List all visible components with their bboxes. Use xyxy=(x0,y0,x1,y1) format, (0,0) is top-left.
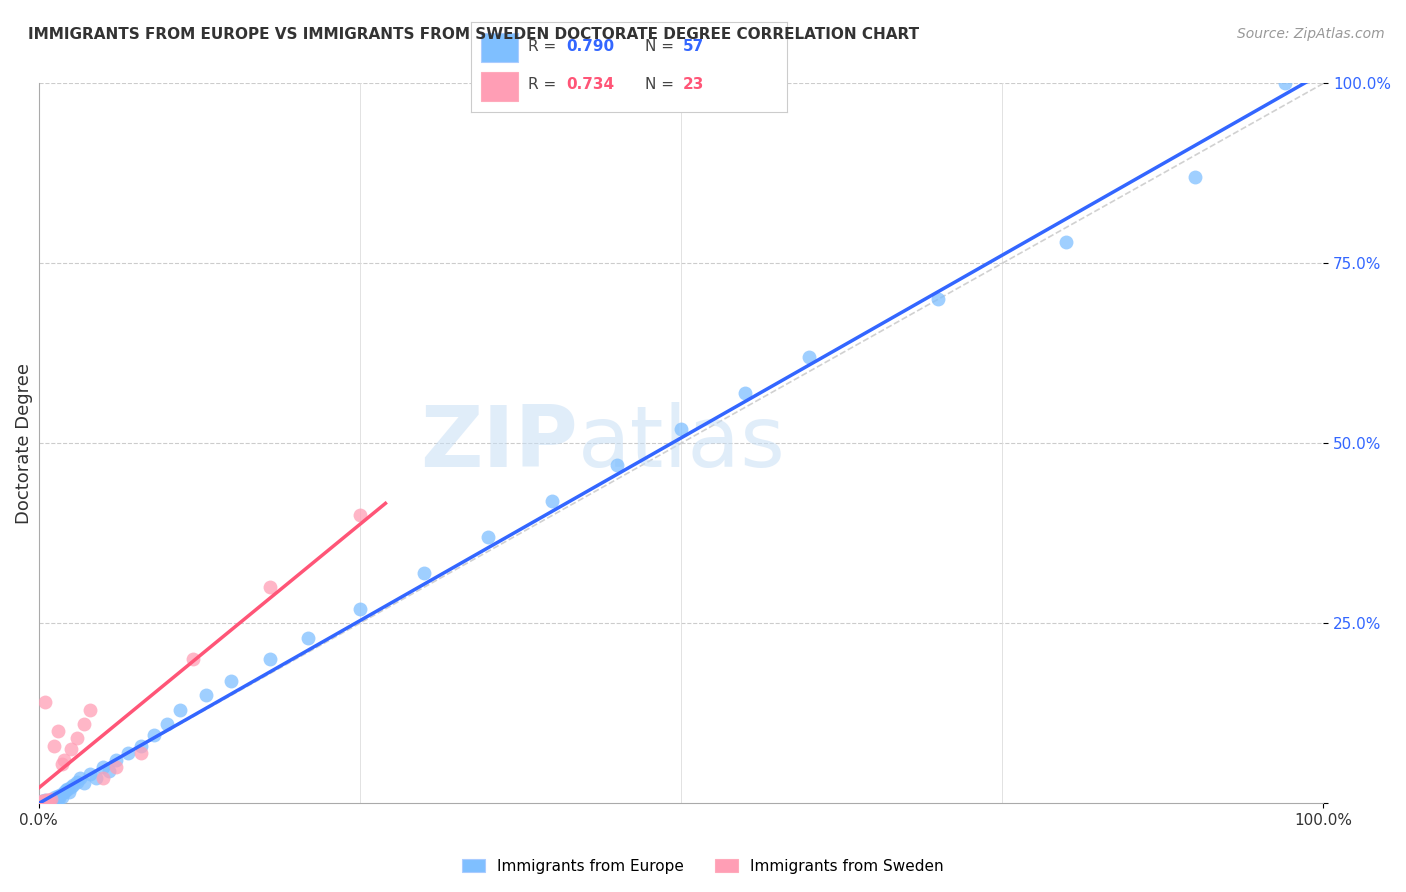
Point xyxy=(51,789,73,804)
Point xyxy=(53,753,76,767)
Text: R =: R = xyxy=(529,39,561,54)
Point xyxy=(927,293,949,307)
Point xyxy=(30,795,52,809)
Point xyxy=(41,792,63,806)
Point xyxy=(42,739,65,753)
Point xyxy=(35,795,58,809)
Point xyxy=(38,794,60,808)
Point xyxy=(38,794,60,808)
Point xyxy=(62,778,84,792)
Point xyxy=(53,785,76,799)
Point xyxy=(72,776,94,790)
Point xyxy=(86,771,108,785)
Text: 57: 57 xyxy=(683,39,704,54)
Point xyxy=(35,793,58,807)
Text: 0.734: 0.734 xyxy=(567,78,614,92)
Point xyxy=(477,530,499,544)
Point xyxy=(1184,169,1206,184)
Point xyxy=(413,566,436,580)
Point xyxy=(349,508,371,523)
Point xyxy=(45,792,67,806)
Point xyxy=(32,795,55,809)
Text: IMMIGRANTS FROM EUROPE VS IMMIGRANTS FROM SWEDEN DOCTORATE DEGREE CORRELATION CH: IMMIGRANTS FROM EUROPE VS IMMIGRANTS FRO… xyxy=(28,27,920,42)
Point xyxy=(734,386,756,401)
Point xyxy=(66,774,89,789)
Point xyxy=(59,780,82,795)
Point xyxy=(46,724,69,739)
Point xyxy=(104,760,127,774)
Point xyxy=(799,350,821,364)
Point xyxy=(44,790,66,805)
Point xyxy=(31,796,53,810)
Point xyxy=(31,794,53,808)
Point xyxy=(219,673,242,688)
Point xyxy=(104,753,127,767)
Point xyxy=(31,794,53,808)
Point xyxy=(98,764,121,778)
Text: 23: 23 xyxy=(683,78,704,92)
Point xyxy=(30,796,52,810)
Point xyxy=(1054,235,1077,249)
Point xyxy=(37,796,59,810)
Legend: Immigrants from Europe, Immigrants from Sweden: Immigrants from Europe, Immigrants from … xyxy=(456,853,950,880)
Point xyxy=(32,795,55,809)
Point xyxy=(79,767,101,781)
Point xyxy=(34,796,56,810)
Point xyxy=(72,717,94,731)
Point xyxy=(55,783,77,797)
Point xyxy=(156,717,179,731)
Point xyxy=(58,785,80,799)
Point xyxy=(49,788,72,802)
Point xyxy=(66,731,89,746)
Point xyxy=(669,422,692,436)
Point xyxy=(59,742,82,756)
Point xyxy=(79,703,101,717)
Point xyxy=(41,793,63,807)
Point xyxy=(131,739,153,753)
Text: N =: N = xyxy=(645,39,679,54)
Y-axis label: Doctorate Degree: Doctorate Degree xyxy=(15,363,32,524)
Point xyxy=(91,760,114,774)
Point xyxy=(37,792,59,806)
Point xyxy=(297,631,319,645)
Point xyxy=(606,458,628,472)
Point xyxy=(541,494,564,508)
Point xyxy=(48,791,70,805)
Point xyxy=(131,746,153,760)
Point xyxy=(56,781,79,796)
Point xyxy=(194,688,217,702)
Text: R =: R = xyxy=(529,78,561,92)
FancyBboxPatch shape xyxy=(481,33,519,62)
Text: 0.790: 0.790 xyxy=(567,39,614,54)
Point xyxy=(1274,77,1296,91)
Point xyxy=(69,771,91,785)
Point xyxy=(28,795,51,809)
Text: atlas: atlas xyxy=(578,401,786,485)
Point xyxy=(30,796,52,810)
Point xyxy=(41,792,63,806)
Point xyxy=(34,695,56,709)
Point xyxy=(181,652,204,666)
Point xyxy=(42,794,65,808)
Point xyxy=(91,771,114,785)
Point xyxy=(349,602,371,616)
Point xyxy=(259,580,281,594)
Text: N =: N = xyxy=(645,78,679,92)
Point xyxy=(169,703,191,717)
Point xyxy=(39,792,62,806)
Point xyxy=(143,728,166,742)
Point xyxy=(259,652,281,666)
Text: ZIP: ZIP xyxy=(420,401,578,485)
Point xyxy=(46,789,69,803)
Point xyxy=(41,795,63,809)
Point xyxy=(51,756,73,771)
Point xyxy=(34,793,56,807)
Point xyxy=(28,796,51,810)
Point xyxy=(117,746,139,760)
FancyBboxPatch shape xyxy=(481,72,519,101)
Text: Source: ZipAtlas.com: Source: ZipAtlas.com xyxy=(1237,27,1385,41)
